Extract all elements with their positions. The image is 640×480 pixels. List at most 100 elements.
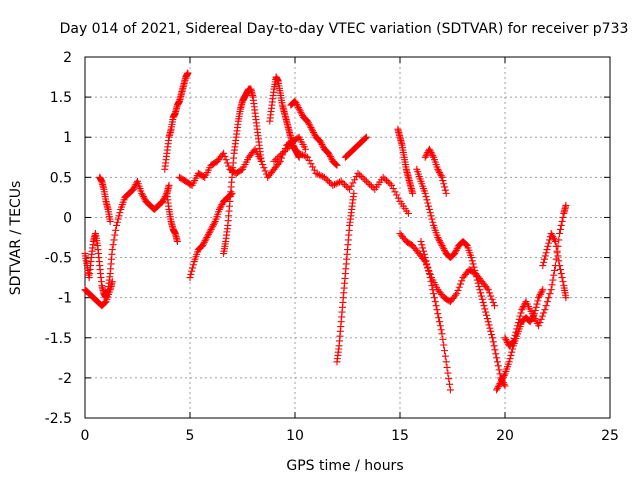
data-point — [312, 169, 320, 177]
data-point — [261, 167, 269, 175]
data-point — [493, 384, 501, 392]
data-points — [81, 69, 570, 394]
data-point — [332, 160, 340, 168]
data-point — [435, 318, 443, 326]
data-point — [364, 179, 372, 187]
data-point — [508, 348, 516, 356]
data-point — [485, 321, 493, 329]
data-point — [275, 159, 283, 167]
data-point — [417, 238, 425, 246]
data-point — [270, 157, 278, 165]
data-point — [389, 185, 397, 193]
y-tick-label: 1.5 — [50, 90, 72, 106]
data-point — [354, 169, 362, 177]
data-point — [543, 246, 551, 254]
data-point — [434, 310, 442, 318]
data-point — [562, 201, 570, 209]
data-point — [556, 262, 564, 270]
data-point — [165, 181, 173, 189]
data-point — [474, 279, 482, 287]
y-tick-label: -2 — [58, 371, 72, 387]
y-tick-label: -2.5 — [45, 411, 72, 427]
data-point — [451, 291, 459, 299]
data-point — [552, 242, 560, 250]
data-point — [217, 202, 225, 210]
data-point — [424, 199, 432, 207]
data-point — [324, 177, 332, 185]
data-point — [428, 282, 436, 290]
data-point — [472, 273, 480, 281]
data-point — [441, 186, 449, 194]
data-point — [429, 218, 437, 226]
data-point — [438, 173, 446, 181]
data-point — [430, 290, 438, 298]
data-point — [425, 270, 433, 278]
data-point — [493, 358, 501, 366]
data-point — [550, 271, 558, 279]
data-point — [298, 110, 306, 118]
data-point — [503, 337, 511, 345]
data-point — [436, 238, 444, 246]
data-point — [471, 266, 479, 274]
data-point — [440, 245, 448, 253]
data-point — [304, 119, 312, 127]
data-point — [419, 244, 427, 252]
data-point — [453, 245, 461, 253]
data-point — [222, 156, 230, 164]
data-point — [129, 185, 137, 193]
data-point — [314, 170, 322, 178]
data-point — [535, 322, 543, 330]
data-point — [339, 179, 347, 187]
data-point — [498, 375, 506, 383]
data-point — [309, 128, 317, 136]
data-point — [309, 127, 317, 135]
data-point — [315, 171, 323, 179]
data-point — [526, 318, 534, 326]
data-point — [484, 286, 492, 294]
data-point — [287, 141, 295, 149]
data-point — [216, 204, 224, 212]
data-point — [498, 376, 506, 384]
data-point — [507, 351, 515, 359]
data-point — [494, 362, 502, 370]
data-point — [428, 150, 436, 158]
data-point — [139, 193, 147, 201]
data-point — [557, 221, 565, 229]
data-point — [384, 178, 392, 186]
data-point — [199, 242, 207, 250]
data-point — [542, 249, 550, 257]
data-point — [509, 345, 517, 353]
data-point — [383, 177, 391, 185]
data-point — [215, 205, 223, 213]
data-point — [480, 302, 488, 310]
data-point — [351, 176, 359, 184]
data-point — [280, 148, 288, 156]
data-point — [299, 151, 307, 159]
data-point — [317, 172, 325, 180]
data-point — [558, 274, 566, 282]
data-point — [418, 241, 426, 249]
data-point — [436, 170, 444, 178]
data-point — [472, 270, 480, 278]
y-tick-label: -0.5 — [45, 251, 72, 267]
data-point — [540, 255, 548, 263]
data-point — [100, 299, 108, 307]
data-point — [426, 209, 434, 217]
data-point — [485, 289, 493, 297]
data-point — [559, 278, 567, 286]
data-point — [539, 262, 547, 270]
series-arc-j — [287, 97, 341, 169]
data-point — [468, 257, 476, 265]
data-point — [541, 252, 549, 260]
data-point — [188, 267, 196, 275]
y-tick-label: 2 — [63, 50, 72, 66]
chart-title: Day 014 of 2021, Sidereal Day-to-day VTE… — [60, 21, 629, 37]
data-point — [297, 108, 305, 116]
data-point — [477, 292, 485, 300]
data-point — [489, 298, 497, 306]
data-point — [304, 153, 312, 161]
data-point — [160, 194, 168, 202]
data-point — [359, 174, 367, 182]
data-point — [452, 246, 460, 254]
